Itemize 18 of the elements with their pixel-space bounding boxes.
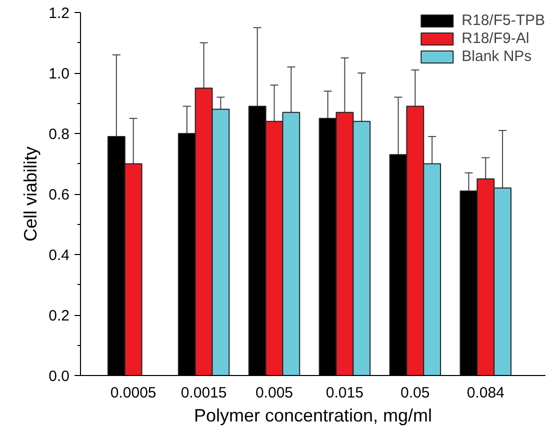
x-tick-label: 0.0005	[110, 384, 156, 402]
legend-label: R18/F5-TPB	[462, 12, 545, 29]
legend-label: Blank NPs	[462, 48, 532, 65]
y-tick-label: 1.0	[48, 66, 70, 82]
y-tick-label: 0.4	[48, 247, 70, 264]
x-tick-label: 0.084	[466, 384, 504, 402]
y-tick-label: 0.6	[48, 186, 70, 204]
x-tick-label: 0.05	[400, 384, 430, 402]
legend-label: R18/F9-Al	[462, 30, 530, 47]
x-tick-label: 0.015	[326, 384, 364, 402]
x-tick-label: 0.005	[255, 384, 294, 402]
x-axis-title: Polymer concentration, mg/ml	[194, 406, 432, 426]
y-tick-label: 0.0	[48, 368, 70, 385]
y-axis-title: Cell viability	[20, 146, 41, 242]
x-tick-label: 0.0015	[180, 384, 227, 402]
y-tick-label: 1.2	[48, 5, 70, 22]
y-tick-label: 0.2	[48, 308, 70, 324]
y-tick-label: 0.8	[48, 126, 70, 143]
